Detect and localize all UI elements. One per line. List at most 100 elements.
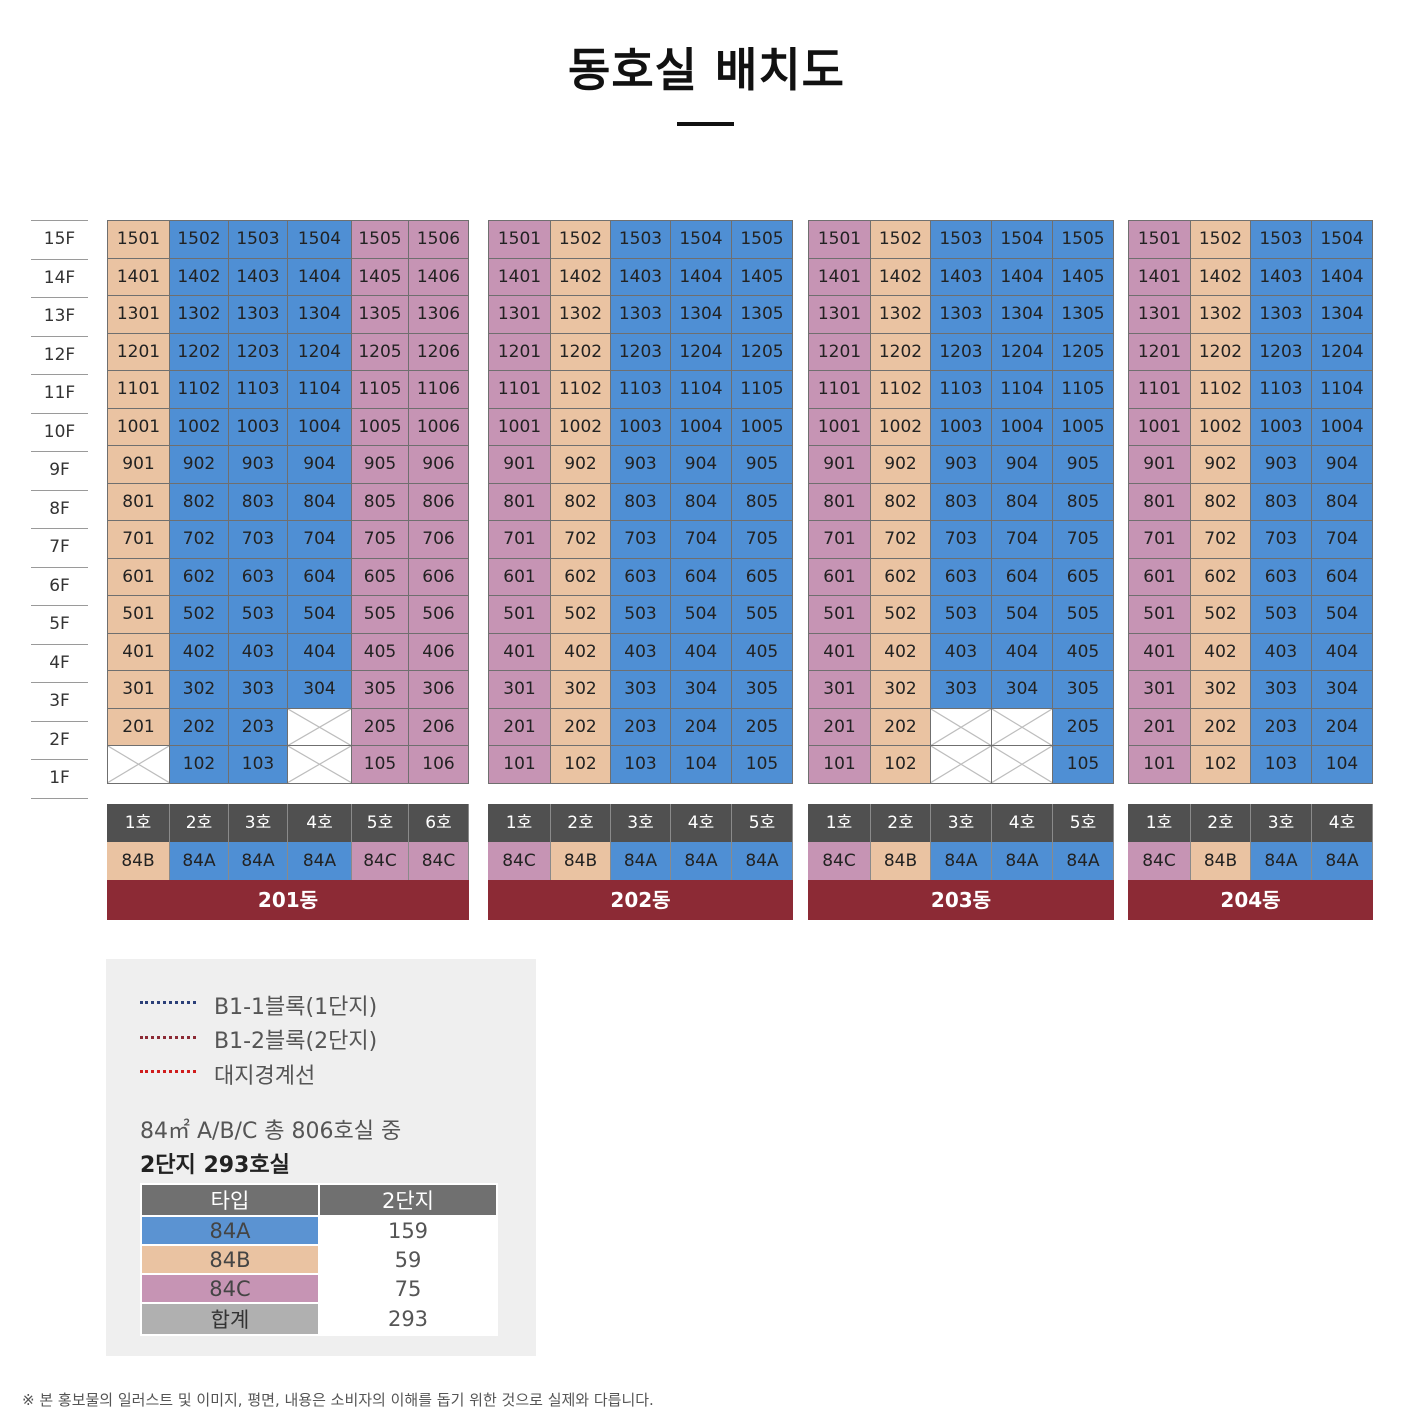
building-name-bar: 201동	[107, 879, 469, 920]
unit-cell: 1204	[1312, 333, 1373, 371]
cross-icon	[992, 709, 1052, 746]
unit-cell: 1501	[809, 221, 871, 259]
unit-cell: 501	[489, 596, 551, 634]
unit-cell: 502	[871, 596, 931, 634]
unit-cell: 905	[732, 446, 793, 484]
empty-unit-cell	[288, 746, 352, 784]
cross-icon	[108, 746, 169, 783]
unit-type-label: 84C	[409, 841, 469, 880]
unit-cell: 904	[671, 446, 732, 484]
unit-cell: 302	[551, 671, 611, 709]
unit-cell: 1305	[732, 296, 793, 334]
unit-cell: 703	[1251, 521, 1312, 559]
unit-cell: 804	[671, 483, 732, 521]
unit-cell: 1402	[551, 258, 611, 296]
unit-cell: 803	[1251, 483, 1312, 521]
unit-cell: 206	[409, 708, 469, 746]
unit-cell: 802	[170, 483, 229, 521]
unit-cell: 703	[611, 521, 671, 559]
unit-cell: 105	[352, 746, 409, 784]
unit-type-label: 84B	[871, 841, 931, 880]
unit-cell: 1103	[229, 371, 288, 409]
unit-cell: 101	[489, 746, 551, 784]
floor-label: 7F	[31, 529, 88, 568]
unit-cell: 305	[1053, 671, 1114, 709]
unit-cell: 1502	[871, 221, 931, 259]
unit-type-label: 84B	[551, 841, 611, 880]
unit-cell: 204	[671, 708, 732, 746]
unit-cell: 1104	[1312, 371, 1373, 409]
unit-cell: 1402	[170, 258, 229, 296]
unit-cell: 1203	[931, 333, 992, 371]
unit-cell: 1103	[1251, 371, 1312, 409]
unit-cell: 604	[288, 558, 352, 596]
unit-cell: 1005	[732, 408, 793, 446]
unit-cell: 1005	[352, 408, 409, 446]
unit-number-label: 3호	[611, 803, 671, 842]
unit-cell: 1201	[108, 333, 170, 371]
unit-cell: 503	[931, 596, 992, 634]
unit-number-label: 3호	[229, 803, 288, 842]
table-row: 84B 59	[140, 1244, 498, 1275]
unit-cell: 704	[992, 521, 1053, 559]
unit-cell: 603	[1251, 558, 1312, 596]
unit-cell: 601	[489, 558, 551, 596]
building-block: 1501 1502 1503 1504 1505 1506 1401 1402 1403 1404…	[107, 220, 469, 920]
unit-cell: 1305	[1053, 296, 1114, 334]
unit-cell: 1206	[409, 333, 469, 371]
unit-cell: 403	[931, 633, 992, 671]
unit-cell: 1104	[288, 371, 352, 409]
unit-cell: 301	[108, 671, 170, 709]
unit-cell: 1504	[671, 221, 732, 259]
floor-row: 301 302 303 304 305 306	[108, 671, 469, 709]
unit-cell: 1104	[992, 371, 1053, 409]
floor-row: 801 802 803 804 805 806	[108, 483, 469, 521]
unit-cell: 801	[108, 483, 170, 521]
unit-grid: 1501 1502 1503 1504 1505 1401 1402 1403 1404 1405…	[808, 220, 1114, 784]
summary-complex-text: 2단지 293호실	[140, 1153, 290, 1178]
unit-cell: 202	[170, 708, 229, 746]
unit-cell: 902	[551, 446, 611, 484]
unit-cell: 1504	[992, 221, 1053, 259]
unit-number-label: 5호	[352, 803, 409, 842]
unit-cell: 902	[1191, 446, 1251, 484]
unit-cell: 1304	[288, 296, 352, 334]
floor-row: 1401 1402 1403 1404 1405	[489, 258, 793, 296]
unit-cell: 604	[992, 558, 1053, 596]
unit-cell: 1302	[1191, 296, 1251, 334]
floor-label-column: 15F 14F 13F 12F 11F 10F 9F 8F 7F 6F 5F 4F 3F 2F 1F	[31, 220, 88, 799]
unit-cell: 1302	[871, 296, 931, 334]
unit-cell: 1404	[671, 258, 732, 296]
floor-row: 101 102 105	[809, 746, 1114, 784]
unit-number-label: 1호	[107, 803, 170, 842]
unit-cell: 605	[732, 558, 793, 596]
unit-cell: 704	[288, 521, 352, 559]
unit-grid: 1501 1502 1503 1504 1505 1506 1401 1402 1403 1404…	[107, 220, 469, 784]
unit-type-label: 84A	[170, 841, 229, 880]
unit-type-label: 84A	[732, 841, 793, 880]
floor-row: 1301 1302 1303 1304 1305 1306	[108, 296, 469, 334]
unit-cell: 802	[871, 483, 931, 521]
unit-cell: 202	[1191, 708, 1251, 746]
unit-cell: 301	[1129, 671, 1191, 709]
empty-unit-cell	[288, 708, 352, 746]
unit-cell: 1503	[229, 221, 288, 259]
unit-cell: 205	[352, 708, 409, 746]
unit-cell: 1202	[551, 333, 611, 371]
floor-row: 901 902 903 904 905	[489, 446, 793, 484]
unit-grid: 1501 1502 1503 1504 1401 1402 1403 1404 1301 1302…	[1128, 220, 1373, 784]
unit-type-row: 84C 84B 84A 84A 84A	[808, 841, 1114, 880]
unit-number-header: 1호 2호 3호 4호 5호 6호	[107, 803, 469, 842]
unit-cell: 1304	[1312, 296, 1373, 334]
unit-cell: 1401	[1129, 258, 1191, 296]
unit-number-label: 2호	[1191, 803, 1251, 842]
unit-cell: 1306	[409, 296, 469, 334]
unit-cell: 404	[288, 633, 352, 671]
unit-cell: 505	[352, 596, 409, 634]
unit-type-label: 84A	[611, 841, 671, 880]
unit-cell: 402	[1191, 633, 1251, 671]
floor-row: 501 502 503 504	[1129, 596, 1373, 634]
unit-cell: 1204	[992, 333, 1053, 371]
unit-cell: 203	[611, 708, 671, 746]
unit-cell: 1101	[809, 371, 871, 409]
